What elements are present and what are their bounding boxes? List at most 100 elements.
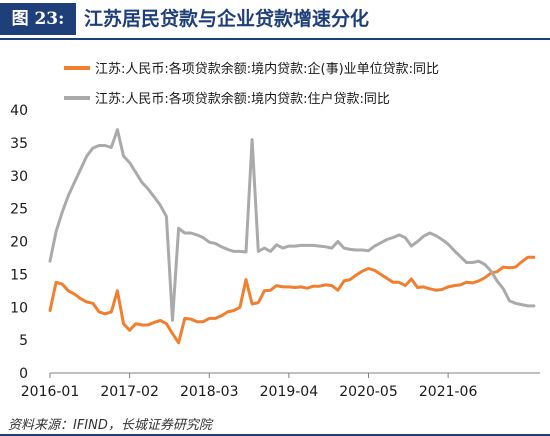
- data-point: [380, 273, 382, 276]
- data-point: [73, 293, 76, 295]
- data-point: [300, 244, 302, 247]
- x-tick-label: 2017-02: [100, 384, 159, 400]
- data-point: [282, 247, 284, 249]
- data-point: [533, 305, 535, 307]
- axes: 0 5 10 15 20 25 30 35 40 2016-01 2017-02 2018-03 201…: [10, 103, 540, 400]
- data-point: [465, 281, 468, 284]
- data-point: [128, 329, 131, 332]
- data-point: [459, 284, 462, 286]
- data-point: [361, 270, 364, 272]
- data-point: [214, 317, 217, 320]
- data-point: [220, 246, 223, 248]
- data-point: [478, 260, 480, 263]
- data-point: [110, 311, 113, 313]
- data-point: [404, 236, 407, 239]
- data-point: [190, 232, 192, 234]
- data-point: [361, 249, 364, 251]
- source-note: 资料来源：IFIND，长城证券研究院: [8, 418, 212, 433]
- data-point: [496, 280, 498, 282]
- data-point: [269, 289, 272, 292]
- data-point: [410, 245, 413, 247]
- data-point: [533, 256, 535, 259]
- y-tick-label: 40: [10, 103, 28, 119]
- data-point: [441, 238, 443, 241]
- data-point: [251, 138, 253, 141]
- data-point: [245, 251, 247, 253]
- data-point: [104, 144, 106, 147]
- x-tick-label: 2018-03: [180, 384, 239, 400]
- x-tick-label: 2021-06: [419, 384, 478, 400]
- data-point: [116, 128, 119, 131]
- data-point: [300, 286, 302, 288]
- data-point: [220, 315, 223, 317]
- data-point: [153, 321, 155, 324]
- y-tick-label: 30: [10, 169, 28, 185]
- data-point: [226, 311, 229, 313]
- data-point: [190, 318, 192, 320]
- data-point: [177, 342, 180, 344]
- data-point: [386, 238, 388, 241]
- data-point: [422, 286, 425, 288]
- y-tick-label: 15: [10, 267, 28, 283]
- data-point: [306, 287, 309, 290]
- data-point: [398, 234, 400, 236]
- data-point: [312, 244, 315, 247]
- x-tick-label: 2020-05: [339, 384, 398, 400]
- data-point: [367, 249, 370, 252]
- y-tick-label: 35: [10, 136, 28, 152]
- data-point: [275, 244, 278, 246]
- data-point: [318, 285, 321, 288]
- data-point: [373, 269, 376, 272]
- data-point: [208, 317, 211, 320]
- data-point: [429, 232, 431, 234]
- data-point: [257, 250, 260, 253]
- data-point: [355, 249, 358, 251]
- data-point: [141, 181, 143, 184]
- data-point: [257, 301, 260, 304]
- data-point: [465, 261, 468, 264]
- data-point: [282, 286, 284, 288]
- data-point: [514, 266, 517, 268]
- data-point: [392, 236, 394, 239]
- data-point: [478, 280, 480, 282]
- data-point: [61, 211, 64, 213]
- data-point: [110, 146, 113, 149]
- data-point: [508, 267, 511, 269]
- data-point: [275, 284, 278, 287]
- data-point: [441, 288, 443, 291]
- data-point: [294, 286, 296, 289]
- data-point: [171, 332, 174, 335]
- data-point: [245, 278, 247, 281]
- data-point: [98, 311, 100, 313]
- data-point: [294, 245, 296, 247]
- data-point: [471, 282, 474, 284]
- y-tick-label: 10: [10, 300, 28, 316]
- data-point: [122, 322, 125, 325]
- data-point: [484, 263, 486, 266]
- data-point: [86, 301, 88, 303]
- legend: 江苏:人民币:各项贷款余额:境内贷款:企(事)业单位贷款:同比江苏:人民币:各项…: [64, 61, 439, 107]
- data-point: [410, 278, 413, 280]
- data-point: [251, 303, 253, 305]
- data-point: [61, 283, 64, 286]
- data-point: [331, 284, 333, 287]
- figure-title: 江苏居民贷款与企业贷款增速分化: [84, 8, 370, 30]
- data-point: [343, 247, 345, 249]
- data-point: [422, 235, 425, 237]
- data-point: [159, 319, 162, 322]
- legend-label: 江苏:人民币:各项贷款余额:境内贷款:住户贷款:同比: [95, 91, 390, 107]
- data-point: [49, 260, 51, 263]
- data-point: [349, 248, 351, 251]
- data-point: [527, 305, 529, 307]
- data-point: [527, 256, 529, 259]
- data-point: [331, 247, 333, 249]
- data-point: [269, 250, 272, 253]
- data-point: [79, 168, 82, 170]
- data-point: [520, 303, 523, 306]
- data-point: [214, 242, 217, 245]
- data-point: [202, 236, 204, 239]
- data-point: [55, 281, 57, 284]
- data-point: [263, 290, 266, 292]
- data-point: [135, 322, 137, 325]
